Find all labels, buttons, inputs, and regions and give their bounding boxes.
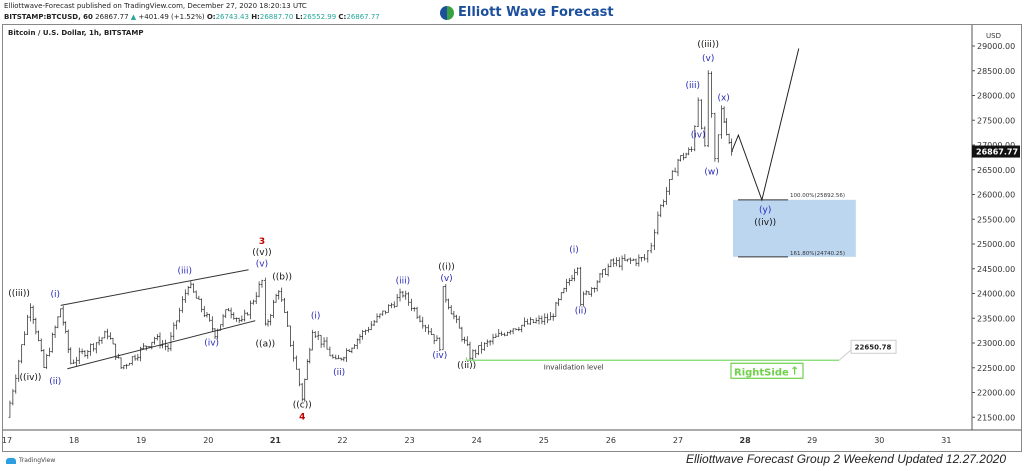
tradingview-brand: TradingView — [6, 457, 55, 464]
fib-161-label: 161.80%(24740.25) — [790, 251, 845, 257]
wave-label: (ii) — [49, 377, 61, 387]
wave-label: (y) — [759, 205, 771, 215]
y-tick-label: 29000.00 — [977, 42, 1015, 51]
x-tick-label: 30 — [874, 436, 884, 445]
wave-label: (v) — [440, 274, 452, 284]
x-tick-label: 23 — [405, 436, 415, 445]
wave-label: (iii) — [178, 267, 193, 277]
y-tick-label: 27500.00 — [977, 116, 1015, 125]
x-tick-label: 22 — [337, 436, 347, 445]
high: 26887.70 — [259, 13, 294, 21]
wave-label: ((iv)) — [20, 373, 42, 383]
wave-label: (iii) — [685, 81, 700, 91]
y-tick-label: 21500.00 — [977, 413, 1015, 422]
x-tick-label: 24 — [472, 436, 482, 445]
open: 26743.43 — [215, 13, 249, 21]
wave-label: (iv) — [432, 351, 447, 361]
last-price-label: 26867.77 — [976, 148, 1018, 157]
x-tick-label: 29 — [807, 436, 817, 445]
price-callout-label: 22650.78 — [855, 343, 892, 351]
close: 26867.77 — [346, 13, 380, 21]
y-tick-label: 25500.00 — [977, 215, 1015, 224]
wave-label: ((ii)) — [457, 361, 476, 371]
currency-label: USD — [986, 32, 1001, 40]
wave-label: (v) — [702, 54, 714, 64]
fib-100-label: 100.00%(25892.56) — [790, 193, 845, 199]
wave-label: ((a)) — [256, 339, 276, 349]
wave-label: ((iii)) — [697, 40, 719, 50]
last-price: 26867.77 — [95, 13, 129, 21]
x-tick-label: 18 — [69, 436, 79, 445]
rightside-box — [730, 362, 804, 379]
footer-caption: Elliottwave Forecast Group 2 Weekend Upd… — [686, 452, 1006, 466]
chart-title: Bitcoin / U.S. Dollar, 1h, BITSTAMP — [8, 29, 144, 37]
wave-label: (iv) — [691, 131, 706, 141]
rightside-label: RightSide — [734, 367, 789, 378]
wave-label: (v) — [256, 259, 268, 269]
x-tick-label: 19 — [136, 436, 146, 445]
wave-label: ((v)) — [252, 248, 271, 258]
wave-label: 3 — [259, 237, 265, 247]
x-tick-label: 31 — [941, 436, 951, 445]
tradingview-icon — [6, 457, 16, 464]
change: +401.49 (+1.52%) — [138, 13, 205, 21]
wave-label: (w) — [704, 168, 718, 178]
wave-label: (i) — [51, 290, 61, 300]
target-box — [733, 199, 856, 257]
wave-label: (x) — [717, 93, 729, 103]
y-tick-label: 23000.00 — [977, 339, 1015, 348]
wave-label: (iv) — [204, 338, 219, 348]
trendline — [60, 269, 249, 306]
x-tick-label: 20 — [203, 436, 213, 445]
y-tick-label: 26500.00 — [977, 166, 1015, 175]
trendline — [67, 320, 256, 370]
last-price-tag — [972, 145, 1020, 158]
ohlc-info: BITSTAMP:BTCUSD, 60 26867.77 ▲ +401.49 (… — [4, 13, 380, 21]
logo-icon — [440, 5, 454, 20]
wave-label: ((c)) — [293, 400, 312, 410]
y-tick-label: 24500.00 — [977, 265, 1015, 274]
rightside-arrow-icon: ↑ — [790, 364, 799, 377]
low: 26552.99 — [302, 13, 337, 21]
publish-info: Elliottwave-Forecast published on Tradin… — [4, 2, 307, 10]
wave-label: (iii) — [396, 277, 411, 287]
y-tick-label: 27000.00 — [977, 141, 1015, 150]
y-tick-label: 24000.00 — [977, 290, 1015, 299]
x-tick-label: 25 — [539, 436, 549, 445]
chart-frame — [2, 24, 1022, 452]
projection-path — [731, 48, 800, 202]
wave-label: (i) — [569, 245, 579, 255]
wave-label: ((i)) — [438, 263, 455, 273]
x-tick-label: 17 — [2, 436, 12, 445]
wave-label: ((b)) — [272, 273, 292, 283]
invalidation-label: Invalidation level — [544, 363, 604, 371]
wave-label: (ii) — [575, 306, 587, 316]
wave-label: (i) — [311, 311, 321, 321]
symbol: BITSTAMP:BTCUSD, 60 — [4, 13, 93, 21]
y-tick-label: 25000.00 — [977, 240, 1015, 249]
x-tick-label: 26 — [606, 436, 616, 445]
y-tick-label: 22500.00 — [977, 364, 1015, 373]
y-tick-label: 28500.00 — [977, 67, 1015, 76]
wave-label: ((iv)) — [754, 218, 776, 228]
y-tick-label: 26000.00 — [977, 191, 1015, 200]
y-tick-label: 23500.00 — [977, 314, 1015, 323]
price-callout — [850, 339, 897, 354]
up-arrow-icon: ▲ — [130, 13, 137, 21]
y-tick-label: 22000.00 — [977, 389, 1015, 398]
x-tick-label: 21 — [270, 436, 282, 445]
wave-label: 4 — [299, 413, 305, 423]
x-tick-label: 28 — [740, 436, 752, 445]
logo: Elliott Wave Forecast — [440, 5, 614, 20]
x-tick-label: 27 — [673, 436, 683, 445]
y-tick-label: 28000.00 — [977, 92, 1015, 101]
wave-label: ((iii)) — [8, 289, 30, 299]
wave-label: (ii) — [333, 368, 345, 378]
